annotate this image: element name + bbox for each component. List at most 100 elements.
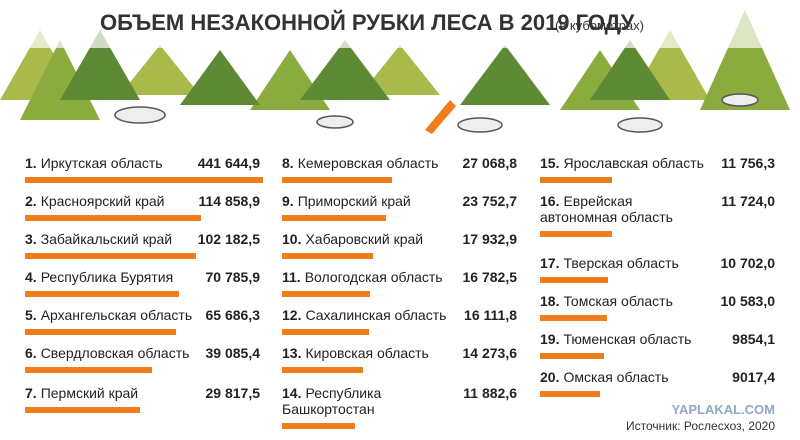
forest-decoration: ОБЪЕМ НЕЗАКОННОЙ РУБКИ ЛЕСА В 2019 ГОДУ … (0, 0, 800, 134)
value-label: 70 785,9 (205, 269, 261, 285)
value-label: 102 182,5 (197, 231, 260, 247)
region-name: Омская область (563, 369, 669, 385)
region-name: Кировская область (305, 345, 429, 361)
bar (282, 367, 363, 373)
item-name: 17. Тверская область (540, 255, 740, 271)
rank: 15. (540, 155, 560, 171)
item-name: 6. Свердловская область (25, 345, 225, 361)
item-name: 15. Ярославская область (540, 155, 740, 171)
item-name: 8. Кемеровская область (282, 155, 482, 171)
watermark: YAPLAKAL.COM (671, 402, 775, 417)
item-name: 2. Красноярский край (25, 193, 225, 209)
item-name: 13. Кировская область (282, 345, 482, 361)
item-name: 14. Республика Башкортостан (282, 385, 432, 417)
value-label: 16 111,8 (464, 307, 517, 323)
region-name: Вологодская область (304, 269, 443, 285)
value-label: 65 686,3 (205, 307, 261, 323)
rank: 4. (25, 269, 37, 285)
bar (540, 353, 605, 359)
source: Источник: Рослесхоз, 2020 (626, 419, 775, 433)
rank: 2. (25, 193, 37, 209)
bar (282, 253, 374, 259)
region-name: Хабаровский край (305, 231, 424, 247)
rank: 13. (282, 345, 302, 361)
item-name: 3. Забайкальский край (25, 231, 225, 247)
region-name: Республика Бурятия (40, 269, 174, 285)
rank: 12. (282, 307, 302, 323)
value-label: 14 273,6 (462, 345, 518, 361)
bar (282, 329, 369, 335)
rank: 10. (282, 231, 302, 247)
value-label: 11 756,3 (721, 155, 775, 171)
rank: 5. (25, 307, 37, 323)
value-label: 17 932,9 (462, 231, 518, 247)
value-label: 27 068,8 (462, 155, 518, 171)
bar (540, 231, 612, 237)
rank: 6. (25, 345, 37, 361)
item-name: 4. Республика Бурятия (25, 269, 225, 285)
value-label: 9854,1 (732, 331, 775, 347)
region-name: Свердловская область (40, 345, 190, 361)
rank: 9. (282, 193, 294, 209)
value-label: 441 644,9 (197, 155, 260, 171)
rank: 1. (25, 155, 37, 171)
value-label: 29 817,5 (205, 385, 261, 401)
value-label: 114 858,9 (198, 193, 260, 209)
bar (282, 215, 387, 221)
bar (540, 391, 600, 397)
value-label: 10 702,0 (720, 255, 776, 271)
region-name: Республика Башкортостан (282, 385, 382, 417)
item-name: 10. Хабаровский край (282, 231, 482, 247)
item-name: 19. Тюменская область (540, 331, 740, 347)
item-name: 7. Пермский край (25, 385, 225, 401)
region-name: Иркутская область (40, 155, 163, 171)
bar (282, 177, 393, 183)
bar (540, 315, 608, 321)
item-name: 1. Иркутская область (25, 155, 225, 171)
rank: 16. (540, 193, 560, 209)
rank: 14. (282, 385, 302, 401)
value-label: 10 583,0 (720, 293, 776, 309)
rank: 20. (540, 369, 560, 385)
bar (540, 277, 608, 283)
item-name: 9. Приморский край (282, 193, 482, 209)
region-name: Архангельская область (40, 307, 193, 323)
bar (540, 177, 613, 183)
bar (25, 367, 153, 373)
item-name: 20. Омская область (540, 369, 740, 385)
bar (25, 177, 263, 183)
bar (25, 253, 197, 259)
item-name: 5. Архангельская область (25, 307, 225, 323)
rank: 17. (540, 255, 560, 271)
region-name: Приморский край (297, 193, 411, 209)
title: ОБЪЕМ НЕЗАКОННОЙ РУБКИ ЛЕСА В 2019 ГОДУ (100, 10, 635, 35)
rank: 8. (282, 155, 294, 171)
region-name: Ярославская область (563, 155, 704, 171)
region-name: Тверская область (563, 255, 679, 271)
rank: 18. (540, 293, 560, 309)
bar (25, 215, 202, 221)
region-name: Забайкальский край (40, 231, 173, 247)
item-name: 18. Томская область (540, 293, 740, 309)
bar (25, 291, 180, 297)
bar (25, 329, 176, 335)
rank: 11. (282, 269, 301, 285)
region-name: Сахалинская область (305, 307, 447, 323)
bar (282, 423, 355, 429)
region-name: Красноярский край (40, 193, 165, 209)
item-name: 12. Сахалинская область (282, 307, 482, 323)
region-name: Томская область (563, 293, 673, 309)
region-name: Еврейская автономная область (540, 193, 673, 225)
value-label: 16 782,5 (462, 269, 518, 285)
item-name: 16. Еврейская автономная область (540, 193, 690, 225)
rank: 7. (25, 385, 37, 401)
value-label: 23 752,7 (462, 193, 518, 209)
value-label: 11 724,0 (721, 193, 775, 209)
bar (25, 407, 140, 413)
region-name: Пермский край (40, 385, 139, 401)
value-label: 11 882,6 (463, 385, 517, 401)
subtitle: (в кубометрах) (555, 18, 644, 33)
bar (282, 291, 371, 297)
rank: 3. (25, 231, 37, 247)
